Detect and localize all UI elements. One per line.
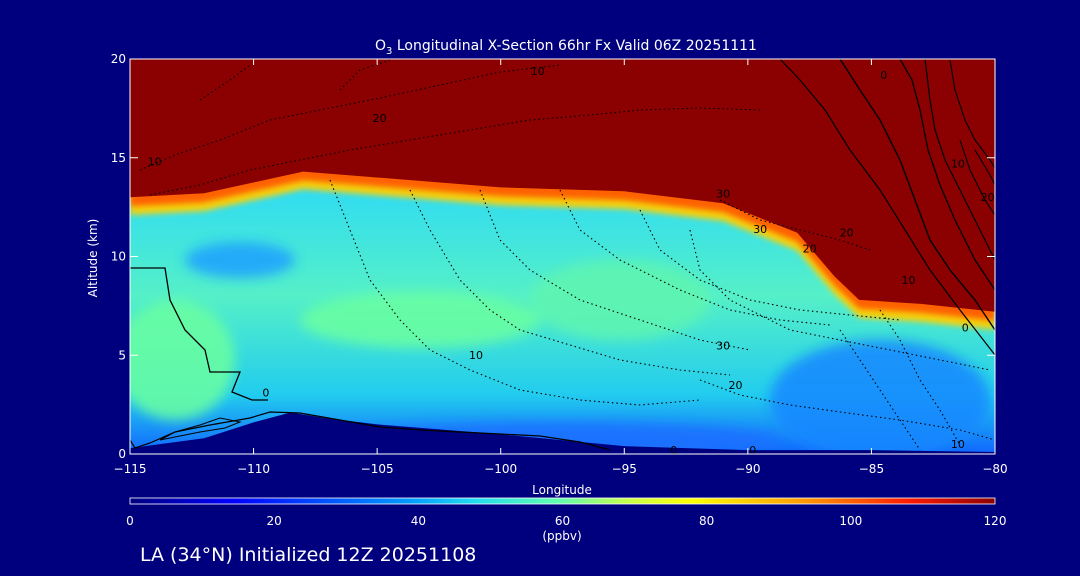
contour-east-upper-6 [974, 149, 995, 186]
colorbar-tick-label: 100 [839, 514, 862, 528]
dotted-contour-11 [839, 329, 921, 451]
contour-label: 0 [670, 444, 677, 457]
contour-zero-west [130, 267, 268, 401]
y-tick-label: 15 [111, 151, 126, 165]
contour-label: 20 [373, 112, 387, 125]
contour-low-loop [159, 417, 242, 441]
chart-title: O3 Longitudinal X-Section 66hr Fx Valid … [375, 38, 757, 57]
x-axis-title: Longitude [532, 483, 592, 497]
ozone-field: 10 20 10 30 30 20 20 10 10 30 20 0 0 10 0 0 0 10 20 [130, 59, 995, 457]
contour-east-upper-3 [924, 59, 995, 261]
contour-lines [130, 59, 995, 451]
contour-label: 0 [262, 387, 269, 400]
dotted-contour-6 [559, 189, 831, 326]
terrain-mask [130, 412, 995, 454]
y-tick-label: 20 [111, 52, 126, 66]
contour-east-upper-4 [779, 59, 995, 356]
colorbar-tick-label: 40 [411, 514, 426, 528]
contour-east-upper-7 [949, 59, 995, 169]
colorbar-tick-label: 0 [126, 514, 134, 528]
contour-label: 10 [902, 274, 916, 287]
dotted-contour-lines [139, 59, 995, 451]
contour-label: 0 [962, 322, 969, 335]
y-tick-label: 5 [118, 348, 126, 362]
contour-label: 20 [981, 191, 995, 204]
contour-label: 0 [880, 69, 887, 82]
x-axis: −115 −110 −105 −100 −95 −90 −85 −80 [114, 59, 1008, 476]
x-tick-label: −100 [484, 462, 517, 476]
contour-label: 10 [951, 438, 965, 451]
colorbar [129, 497, 996, 505]
contour-labels: 10 20 10 30 30 20 20 10 10 30 20 0 0 10 0 0 0 10 20 [148, 65, 995, 457]
contour-label: 10 [951, 158, 965, 171]
x-tick-label: −95 [612, 462, 637, 476]
dotted-contour-14 [199, 64, 251, 101]
dotted-contour-8 [689, 229, 991, 371]
contour-terrain-outline [130, 411, 611, 451]
green-patch-west [130, 300, 235, 420]
contour-label: 10 [531, 65, 545, 78]
dotted-contour-9 [699, 379, 995, 441]
dotted-contour-1 [139, 64, 561, 171]
contour-label: 20 [840, 227, 854, 240]
y-axis-title: Altitude (km) [86, 219, 100, 298]
contour-label: 30 [716, 187, 730, 200]
colorbar-tick-label: 20 [267, 514, 282, 528]
x-tick-label: −105 [361, 462, 394, 476]
stratosphere-fill [130, 59, 995, 312]
initialization-text: LA (34°N) Initialized 12Z 20251108 [140, 544, 476, 566]
contour-east-upper-5 [959, 139, 995, 216]
green-patch-mid [300, 292, 540, 348]
contour-east-upper-1 [839, 59, 995, 331]
colorbar-tick-label: 120 [984, 514, 1007, 528]
contour-label: 0 [749, 444, 756, 457]
x-tick-label: −85 [859, 462, 884, 476]
dotted-contour-13 [339, 59, 391, 91]
y-tick-label: 10 [111, 250, 126, 264]
dotted-contour-4 [409, 189, 731, 376]
green-patch-east [530, 260, 710, 340]
contour-label: 20 [729, 379, 743, 392]
y-axis: 0 5 10 15 20 [111, 52, 995, 461]
blue-patch-west [185, 242, 295, 278]
colorbar-tick-label: 80 [699, 514, 714, 528]
colorbar-ticks: 0 20 40 60 80 100 120 [126, 514, 1006, 528]
blue-patch-east [770, 340, 990, 454]
dotted-contour-7 [639, 209, 901, 321]
contour-label: 20 [803, 243, 817, 256]
contour-label: 30 [753, 223, 767, 236]
contour-label: 10 [469, 349, 483, 362]
dotted-contour-10 [719, 199, 871, 251]
x-tick-label: −80 [982, 462, 1007, 476]
y-tick-label: 0 [118, 447, 126, 461]
contour-east-upper-2 [899, 59, 995, 291]
colorbar-label: (ppbv) [542, 529, 581, 543]
contour-label: 30 [716, 339, 730, 352]
x-tick-label: −90 [735, 462, 760, 476]
x-tick-label: −115 [114, 462, 147, 476]
contour-label: 10 [148, 156, 162, 169]
x-tick-label: −110 [237, 462, 270, 476]
colorbar-tick-label: 60 [555, 514, 570, 528]
